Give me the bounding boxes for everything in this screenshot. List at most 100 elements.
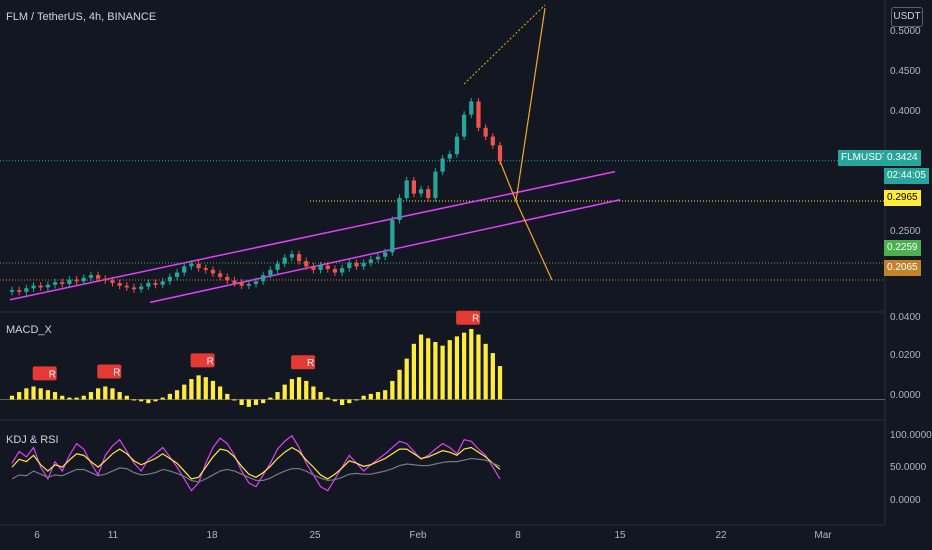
macd-histogram-bar [490,353,495,400]
kdj-rsi-series-line [11,457,501,483]
candle-body [60,282,65,284]
signal-badge-label: R [472,314,479,325]
candle-body [483,127,488,137]
macd-histogram-bar [146,399,151,404]
macd-histogram-bar [447,340,452,400]
projection-dotted-line [463,4,546,85]
macd-histogram-bar [311,386,316,400]
candle-body [124,285,129,288]
x-axis-label: 22 [715,530,727,541]
macd-histogram-bar [426,338,431,400]
macd-histogram-bar [261,399,266,404]
macd-histogram-bar [67,397,72,400]
candle-body [454,136,460,155]
candle-body [225,276,230,281]
candle-body [182,266,187,273]
macd-histogram-bar [60,395,65,400]
candle-body [196,263,201,269]
macd-histogram-bar [31,386,36,400]
candle-body [426,189,431,198]
candle-body [361,262,366,267]
macd-histogram-bar [38,388,43,400]
candle-body [174,272,180,277]
macd-histogram-bar [253,399,259,406]
macd-histogram-bar [210,380,216,400]
level-tag-green: 0.2259 [884,240,921,256]
macd-histogram-bar [45,390,51,400]
currency-button[interactable]: USDT [891,7,923,27]
x-axis-label: 25 [309,530,321,541]
candle-body [418,189,424,194]
countdown-tag: 02:44:05 [884,168,929,184]
candle-body [103,278,108,281]
macd-histogram-bar [339,399,345,406]
macd-histogram-bar [397,369,402,400]
candle-body [45,284,51,288]
macd-histogram-bar [318,392,323,400]
macd-histogram-bar [347,399,352,404]
macd-histogram-bar [174,390,180,400]
candle-body [160,281,165,285]
candle-body [296,254,302,262]
macd-histogram-bar [232,399,237,401]
level-tag-orange: 0.2065 [884,260,921,276]
candle-body [153,283,158,285]
macd-histogram-bar [9,395,15,400]
signal-badge [291,355,316,370]
candle-body [325,265,330,270]
macd-histogram-bar [268,397,273,400]
last-price-tag: 0.3424 [884,150,921,166]
kdj-axis-label: 50.0000 [890,462,927,473]
candle-body [167,276,173,282]
x-axis-label: 6 [34,530,40,541]
kdj-rsi-series-line [11,434,501,492]
candle-body [368,259,373,263]
macd-histogram-bar [368,393,373,400]
candle-body [31,285,36,289]
candle-body [38,285,43,288]
macd-histogram-bar [418,334,424,400]
signal-badge-label: R [207,356,214,367]
macd-histogram-bar [433,341,438,400]
symbol-tag: FLMUSDT [838,150,892,166]
candle-body [347,262,352,269]
macd-histogram-bar [74,397,79,400]
candle-body [217,273,223,277]
candle-body [469,101,474,115]
candle-body [440,158,445,172]
candle-body [189,263,194,267]
macd-histogram-bar [203,377,208,400]
macd-histogram-bar [246,399,251,407]
price-axis-label: 0.5000 [890,26,921,37]
macd-histogram-bar [469,328,474,400]
macd-axis-label: 0.0400 [890,312,921,323]
kdj-axis-label: 0.0000 [890,495,921,506]
macd-histogram-bar [411,343,417,400]
kdj-pane-label: KDJ & RSI [6,434,59,446]
candle-body [490,136,495,146]
projection-up-arrow [499,7,546,204]
macd-histogram-bar [304,380,309,400]
candle-body [397,197,402,220]
x-axis-label: 15 [614,530,626,541]
kdj-rsi-series-line [11,446,501,480]
macd-histogram-bar [17,392,22,400]
signal-badge [190,353,215,368]
macd-histogram-bar [139,399,144,402]
macd-histogram-bar [289,379,295,400]
candle-body [67,279,72,284]
macd-axis-label: 0.0000 [890,390,921,401]
candle-body [404,180,409,198]
candle-body [146,283,151,287]
candle-body [52,282,58,285]
signal-badge-label: R [49,369,56,380]
x-axis-label: Mar [814,530,832,541]
macd-histogram-bar [117,392,122,400]
candle-body [9,290,15,292]
candle-body [253,281,259,284]
macd-histogram-bar [88,392,94,400]
macd-histogram-bar [483,343,488,400]
candle-body [261,275,266,282]
macd-histogram-bar [275,392,280,400]
